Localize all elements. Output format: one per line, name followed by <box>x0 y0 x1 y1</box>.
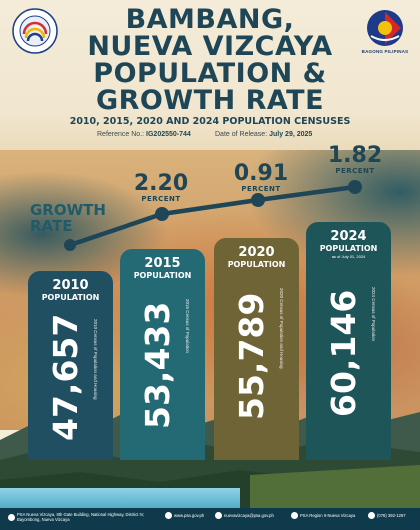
reference-number: Reference No.: IG202550-744 <box>97 131 191 138</box>
population-source: 2024 Census of Population <box>371 287 376 342</box>
population-label: POPULATION <box>133 271 192 280</box>
footer-website[interactable]: www.psa.gov.ph <box>165 512 204 519</box>
bagong-pilipinas-text: BAGONG PILIPINAS <box>361 49 409 54</box>
growth-rate-unit-2015: PERCENT <box>141 195 181 203</box>
background-top <box>0 0 420 160</box>
population-card-2024: 2024 POPULATION as of July 01, 2024 60,1… <box>306 222 391 460</box>
globe-icon <box>165 512 172 519</box>
growth-point-2020 <box>251 193 265 207</box>
population-source: 2010 Census of Population and Housing <box>93 319 98 400</box>
phone-icon <box>368 512 375 519</box>
growth-rate-unit-2020: PERCENT <box>241 185 281 193</box>
pool-water <box>0 488 240 510</box>
population-value: 47,657 <box>46 313 85 441</box>
population-value: 55,789 <box>232 292 271 420</box>
population-source: 2015 Census of Population <box>185 299 190 354</box>
location-icon <box>8 513 15 521</box>
footer-website-text: www.psa.gov.ph <box>174 513 205 518</box>
title-line-2: NUEVA VIZCAYA <box>87 31 333 62</box>
population-value: 53,433 <box>138 301 177 429</box>
population-card-2015: 2015 POPULATION 53,433 2015 Census of Po… <box>120 249 205 460</box>
growth-rate-value-2020: 0.91 <box>233 161 289 186</box>
growth-rate-label-line-1: GROWTH <box>30 201 106 219</box>
release-value: July 29, 2025 <box>269 131 313 138</box>
population-year: 2020 <box>238 245 275 260</box>
bagong-pilipinas-logo: BAGONG PILIPINAS <box>360 8 410 60</box>
footer-facebook-text: PSA Region II-Nueva Vizcaya <box>300 513 356 518</box>
footer-phone-text: (078) 392-1267 <box>377 513 406 518</box>
footer-facebook[interactable]: PSA Region II-Nueva Vizcaya <box>291 512 355 519</box>
population-card-2010: 2010 POPULATION 47,657 2010 Census of Po… <box>28 271 113 460</box>
facebook-icon <box>291 512 298 519</box>
title-line-1: BAMBANG, <box>125 4 295 35</box>
reference-value: IG202550-744 <box>146 131 191 138</box>
population-as-of: as of July 01, 2024 <box>331 254 366 259</box>
growth-rate-value-2024: 1.82 <box>327 143 383 168</box>
title-line-4: GROWTH RATE <box>95 85 325 116</box>
footer-bar <box>0 508 420 530</box>
release-label: Date of Release: <box>215 131 268 138</box>
title-line-3: POPULATION & <box>93 58 327 89</box>
population-card-2020: 2020 POPULATION 55,789 2020 Census of Po… <box>214 238 299 460</box>
growth-rate-label-line-2: RATE <box>30 217 73 235</box>
release-date: Date of Release: July 29, 2025 <box>215 131 312 138</box>
psa-logo-icon <box>12 8 58 54</box>
population-year: 2010 <box>52 278 89 293</box>
email-icon <box>215 512 222 519</box>
population-label: POPULATION <box>227 260 286 269</box>
growth-point-2024 <box>348 180 362 194</box>
footer-address: PSA Nueva Vizcaya, 8th Gate Building, Na… <box>8 512 152 522</box>
population-source: 2020 Census of Population and Housing <box>279 288 284 369</box>
reference-label: Reference No.: <box>97 131 145 138</box>
footer-address-text: PSA Nueva Vizcaya, 8th Gate Building, Na… <box>17 512 145 522</box>
growth-point-2015 <box>155 207 169 221</box>
growth-point-2010 <box>64 239 76 251</box>
population-value: 60,146 <box>324 289 363 417</box>
footer-phone[interactable]: (078) 392-1267 <box>368 512 406 519</box>
bagong-pilipinas-emblem-icon <box>367 10 403 46</box>
subtitle: 2010, 2015, 2020 AND 2024 POPULATION CEN… <box>69 116 351 127</box>
population-year: 2015 <box>144 256 181 271</box>
growth-rate-value-2015: 2.20 <box>133 171 189 196</box>
growth-rate-unit-2024: PERCENT <box>335 167 375 175</box>
population-label: POPULATION <box>319 244 378 253</box>
growth-rate-label: GROWTH RATE <box>30 202 106 234</box>
footer-email-text: nuevavizcaya@psa.gov.ph <box>224 513 274 518</box>
footer-email[interactable]: nuevavizcaya@psa.gov.ph <box>215 512 274 519</box>
population-year: 2024 <box>330 229 367 244</box>
population-label: POPULATION <box>41 293 100 302</box>
